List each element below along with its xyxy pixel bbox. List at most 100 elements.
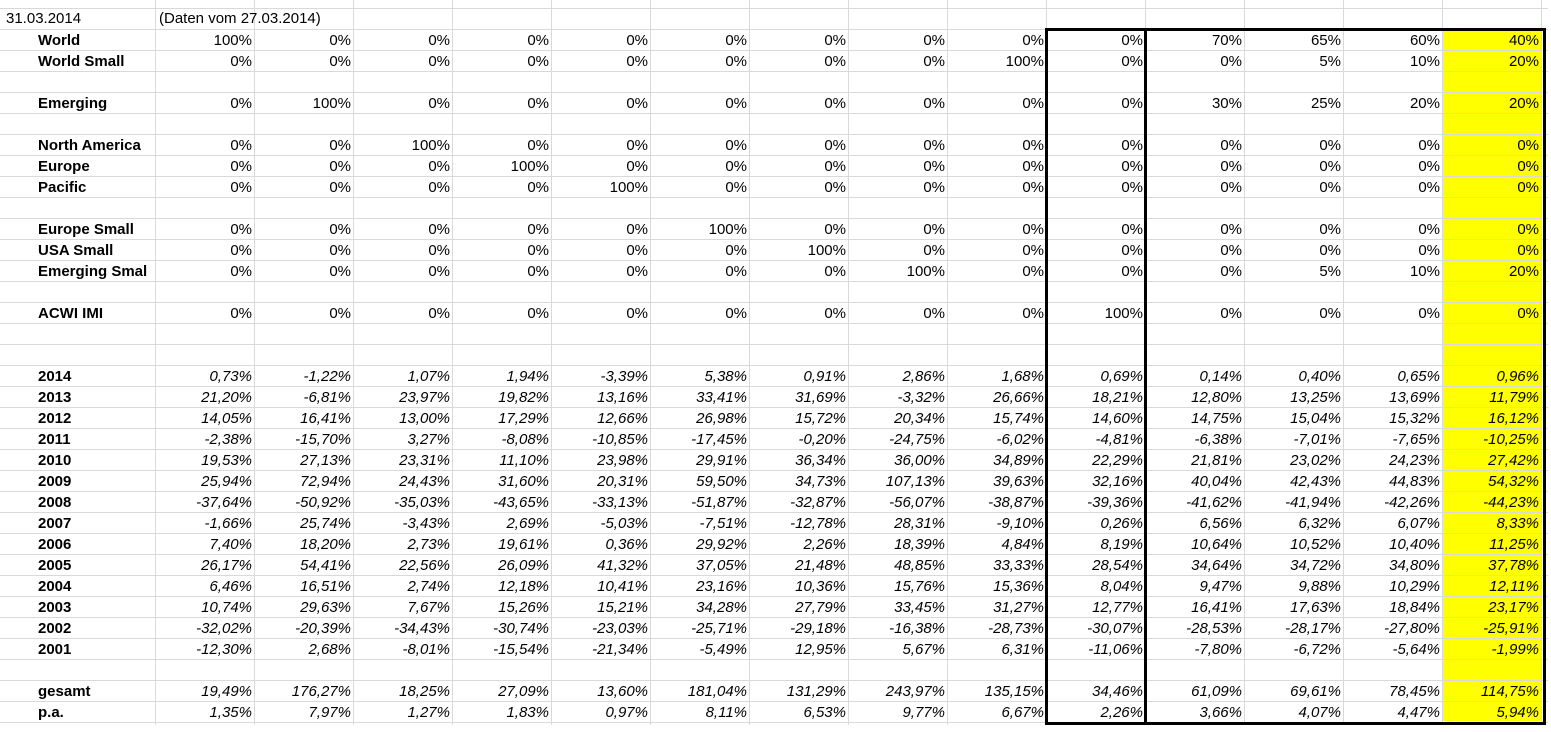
value-cell[interactable]: 15,76% — [894, 578, 945, 595]
value-cell[interactable]: -29,18% — [790, 620, 846, 637]
value-cell[interactable]: 20% — [1508, 263, 1539, 280]
row-label[interactable]: 2005 — [38, 557, 72, 574]
value-cell[interactable]: 0% — [329, 263, 351, 280]
row-label[interactable]: Europe — [38, 158, 90, 175]
value-cell[interactable]: -32,02% — [196, 620, 252, 637]
value-cell[interactable]: 0% — [527, 179, 549, 196]
value-cell[interactable]: 0% — [329, 158, 351, 175]
row-label[interactable]: World Small — [38, 53, 125, 70]
value-cell[interactable]: 6,46% — [209, 578, 252, 595]
value-cell[interactable]: 70% — [1211, 32, 1242, 49]
value-cell[interactable]: 0% — [329, 305, 351, 322]
value-cell[interactable]: 10% — [1409, 263, 1440, 280]
value-cell[interactable]: 26,98% — [696, 410, 747, 427]
value-cell[interactable]: 23,17% — [1488, 599, 1539, 616]
value-cell[interactable]: 0% — [626, 137, 648, 154]
value-cell[interactable]: 12,66% — [597, 410, 648, 427]
value-cell[interactable]: 0% — [824, 32, 846, 49]
value-cell[interactable]: 20,34% — [894, 410, 945, 427]
value-cell[interactable]: 13,00% — [399, 410, 450, 427]
value-cell[interactable]: 23,02% — [1290, 452, 1341, 469]
value-cell[interactable]: 2,68% — [308, 641, 351, 658]
value-cell[interactable]: -33,13% — [592, 494, 648, 511]
row-label[interactable]: 2001 — [38, 641, 72, 658]
value-cell[interactable]: 0% — [1418, 305, 1440, 322]
value-cell[interactable]: 59,50% — [696, 473, 747, 490]
value-cell[interactable]: 0% — [230, 53, 252, 70]
value-cell[interactable]: 0% — [230, 305, 252, 322]
value-cell[interactable]: 18,25% — [399, 683, 450, 700]
value-cell[interactable]: 6,32% — [1298, 515, 1341, 532]
value-cell[interactable]: 29,91% — [696, 452, 747, 469]
value-cell[interactable]: 21,48% — [795, 557, 846, 574]
value-cell[interactable]: 78,45% — [1389, 683, 1440, 700]
value-cell[interactable]: 0% — [428, 263, 450, 280]
value-cell[interactable]: -24,75% — [889, 431, 945, 448]
value-cell[interactable]: 34,89% — [993, 452, 1044, 469]
value-cell[interactable]: 0% — [725, 179, 747, 196]
value-cell[interactable]: 0% — [428, 53, 450, 70]
value-cell[interactable]: 36,34% — [795, 452, 846, 469]
value-cell[interactable]: -8,08% — [501, 431, 549, 448]
value-cell[interactable]: 0% — [230, 158, 252, 175]
value-cell[interactable]: -23,03% — [592, 620, 648, 637]
value-cell[interactable]: -8,01% — [402, 641, 450, 658]
value-cell[interactable]: 23,16% — [696, 578, 747, 595]
row-label[interactable]: Emerging Smal — [38, 263, 148, 280]
value-cell[interactable]: 60% — [1409, 32, 1440, 49]
value-cell[interactable]: 14,05% — [201, 410, 252, 427]
value-cell[interactable]: 10,52% — [1290, 536, 1341, 553]
value-cell[interactable]: 5% — [1319, 53, 1341, 70]
row-label[interactable]: 2014 — [38, 368, 72, 385]
value-cell[interactable]: 19,82% — [498, 389, 549, 406]
value-cell[interactable]: 0% — [329, 32, 351, 49]
value-cell[interactable]: -6,02% — [996, 431, 1044, 448]
value-cell[interactable]: 6,67% — [1001, 704, 1044, 721]
value-cell[interactable]: 19,61% — [498, 536, 549, 553]
value-cell[interactable]: 0% — [824, 95, 846, 112]
value-cell[interactable]: 19,53% — [201, 452, 252, 469]
value-cell[interactable]: 0% — [1022, 137, 1044, 154]
value-cell[interactable]: 0% — [527, 53, 549, 70]
value-cell[interactable]: 0% — [428, 95, 450, 112]
value-cell[interactable]: 0% — [527, 32, 549, 49]
row-label[interactable]: Emerging — [38, 95, 108, 112]
value-cell[interactable]: 22,56% — [399, 557, 450, 574]
value-cell[interactable]: 69,61% — [1290, 683, 1341, 700]
value-cell[interactable]: 10,64% — [1191, 536, 1242, 553]
value-cell[interactable]: 0% — [725, 305, 747, 322]
value-cell[interactable]: 0% — [1220, 263, 1242, 280]
value-cell[interactable]: 21,81% — [1191, 452, 1242, 469]
value-cell[interactable]: -6,38% — [1194, 431, 1242, 448]
value-cell[interactable]: 100% — [906, 263, 945, 280]
value-cell[interactable]: 33,41% — [696, 389, 747, 406]
value-cell[interactable]: 8,33% — [1496, 515, 1539, 532]
value-cell[interactable]: 0% — [1319, 158, 1341, 175]
value-cell[interactable]: 37,05% — [696, 557, 747, 574]
value-cell[interactable]: 0% — [1418, 221, 1440, 238]
value-cell[interactable]: -7,01% — [1293, 431, 1341, 448]
value-cell[interactable]: 13,25% — [1290, 389, 1341, 406]
value-cell[interactable]: 33,33% — [993, 557, 1044, 574]
value-cell[interactable]: 0% — [824, 137, 846, 154]
value-cell[interactable]: 0% — [824, 158, 846, 175]
value-cell[interactable]: 48,85% — [894, 557, 945, 574]
value-cell[interactable]: 26,17% — [201, 557, 252, 574]
value-cell[interactable]: 23,97% — [399, 389, 450, 406]
value-cell[interactable]: 40% — [1508, 32, 1539, 49]
value-cell[interactable]: 0% — [1319, 179, 1341, 196]
value-cell[interactable]: -7,80% — [1194, 641, 1242, 658]
row-label[interactable]: 2002 — [38, 620, 72, 637]
value-cell[interactable]: 25,94% — [201, 473, 252, 490]
value-cell[interactable]: 0% — [824, 53, 846, 70]
value-cell[interactable]: -1,22% — [303, 368, 351, 385]
value-cell[interactable]: 0% — [230, 179, 252, 196]
value-cell[interactable]: 10,40% — [1389, 536, 1440, 553]
value-cell[interactable]: 0% — [329, 242, 351, 259]
value-cell[interactable]: 0% — [824, 263, 846, 280]
value-cell[interactable]: 2,74% — [407, 578, 450, 595]
row-label[interactable]: Pacific — [38, 179, 87, 196]
value-cell[interactable]: 0% — [824, 305, 846, 322]
value-cell[interactable]: 0% — [428, 305, 450, 322]
value-cell[interactable]: 0,73% — [209, 368, 252, 385]
